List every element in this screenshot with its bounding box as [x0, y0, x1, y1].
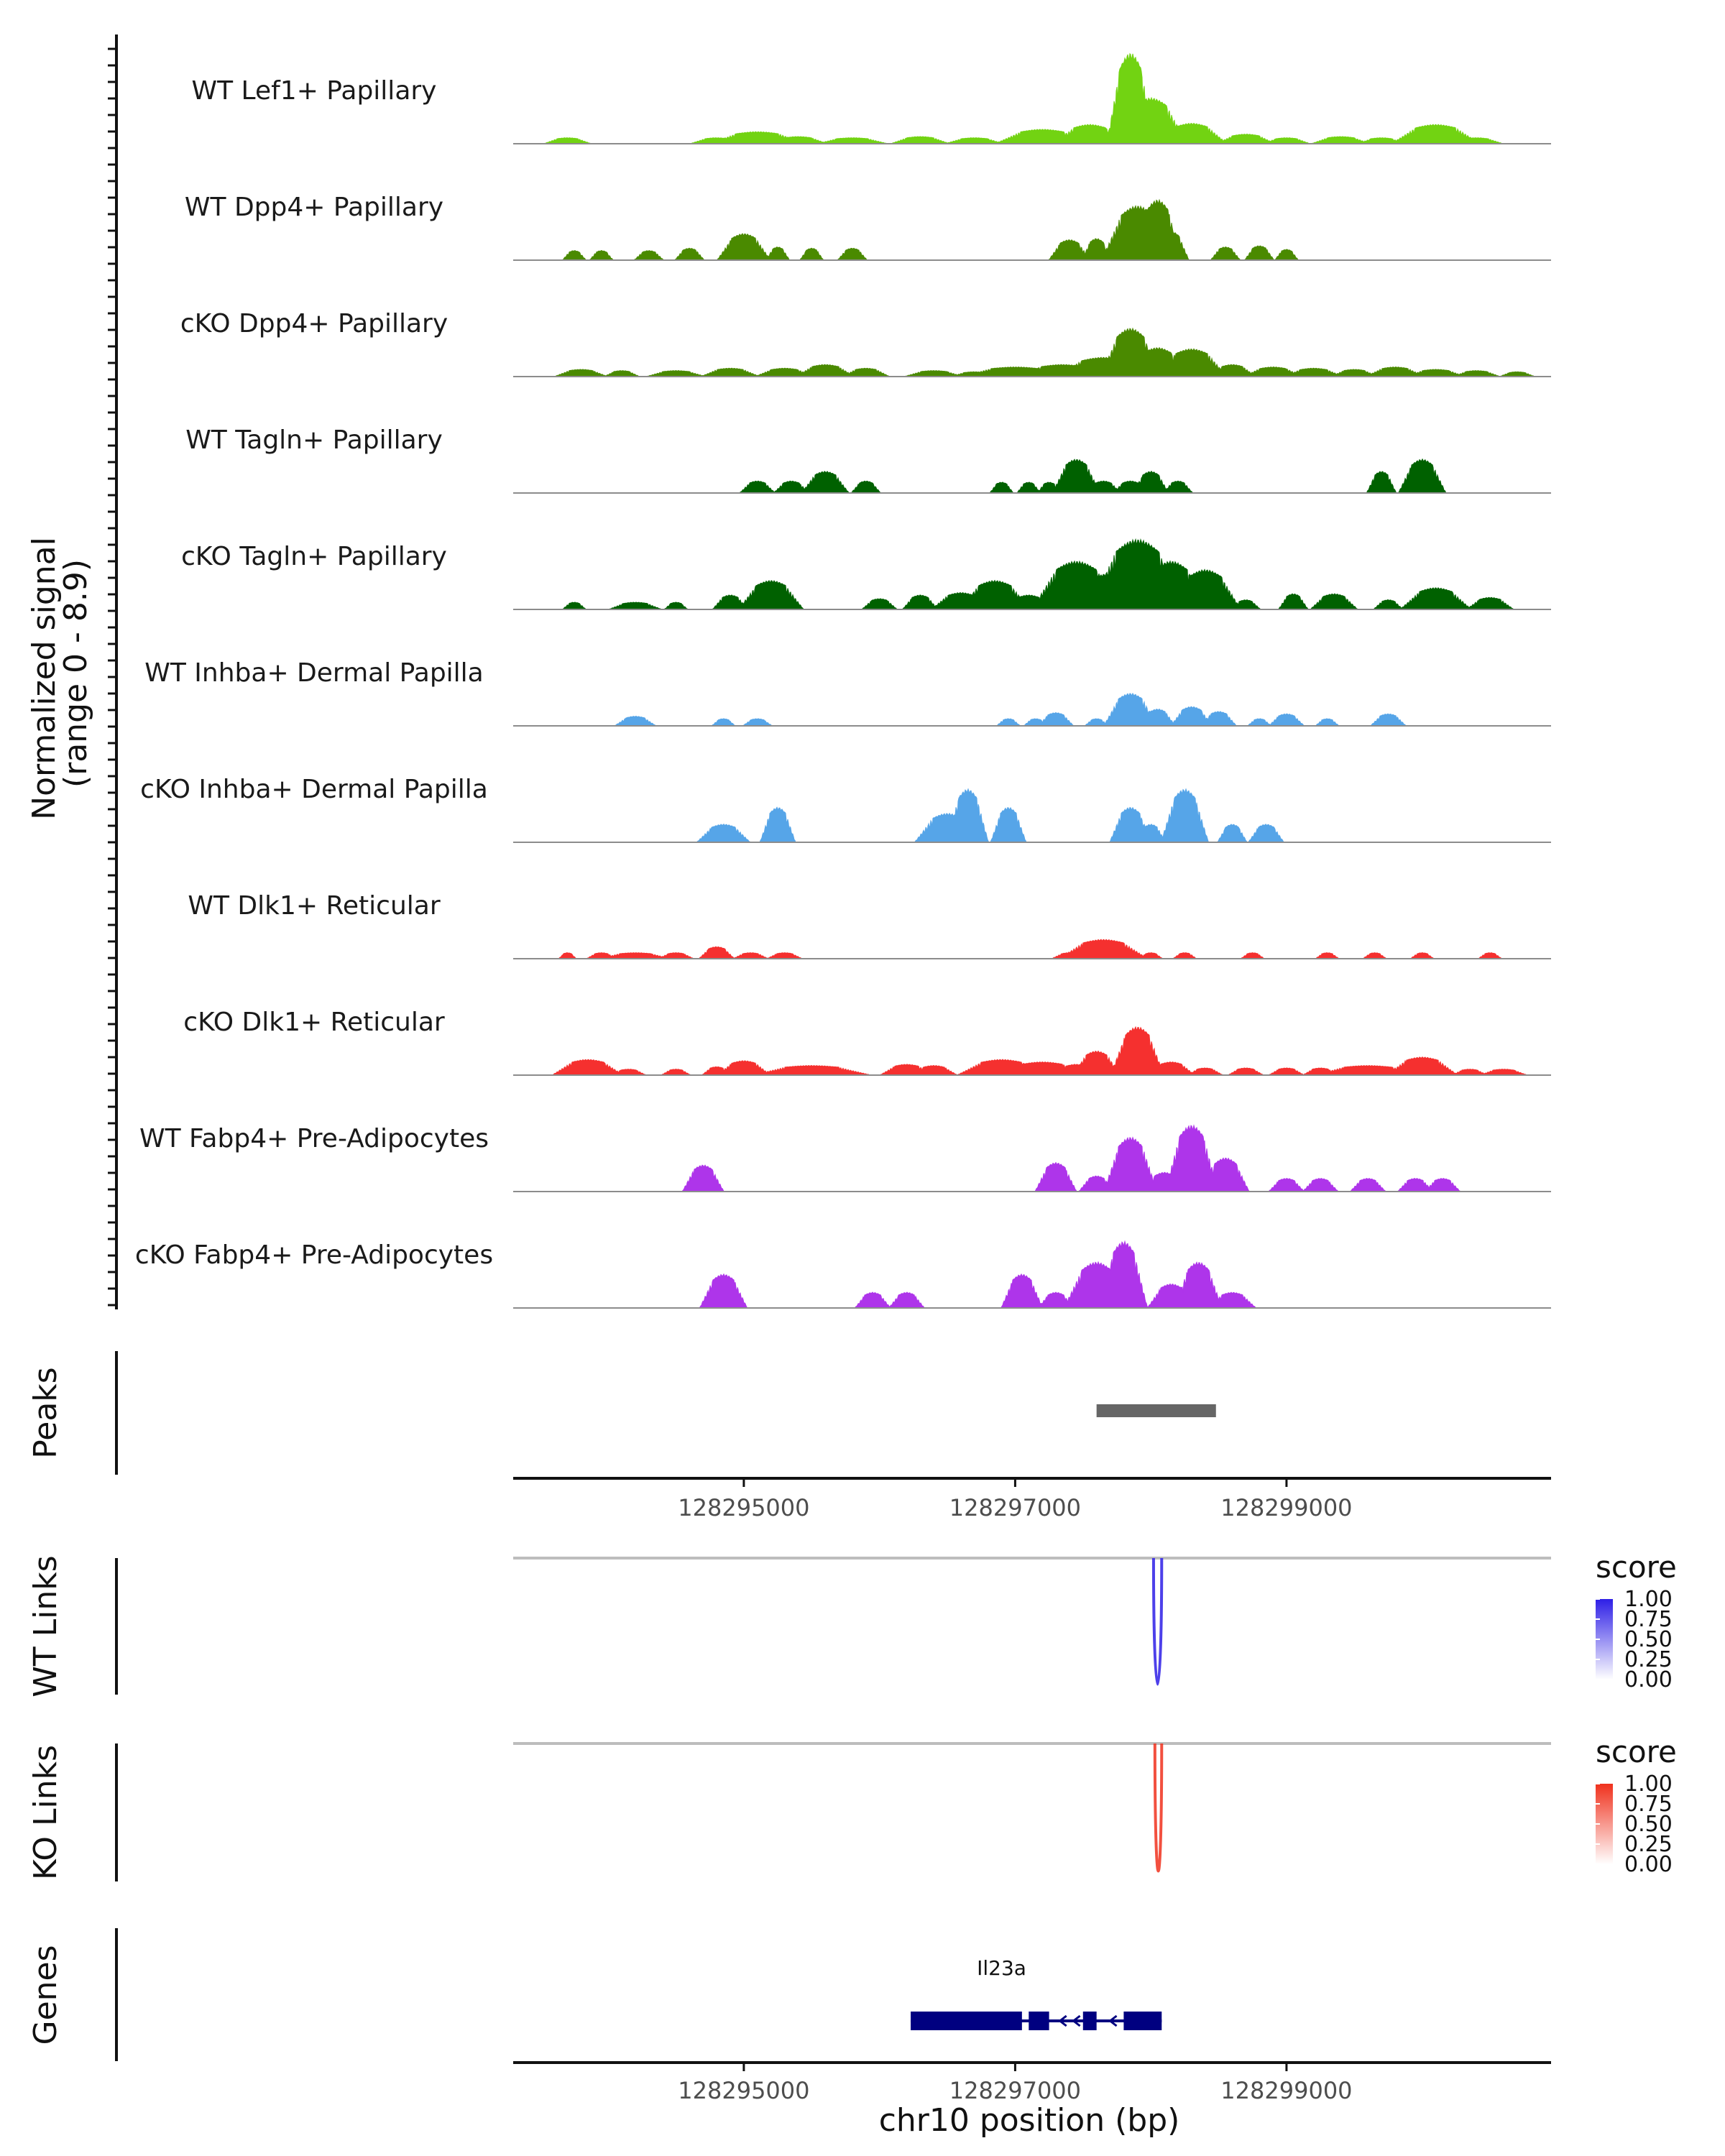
signal-y-axis — [108, 34, 118, 1309]
signal-axis-title-line1: Normalized signal — [26, 537, 63, 820]
track-label: WT Tagln+ Papillary — [185, 425, 443, 455]
x-tick-label: 128299000 — [1220, 2077, 1352, 2104]
track-label: cKO Dpp4+ Papillary — [180, 309, 448, 338]
coverage-area — [513, 1026, 1551, 1076]
legend-title: score — [1596, 1549, 1677, 1585]
signal-axis-title-line2: (range 0 - 8.9) — [58, 559, 94, 788]
gene-exon — [1123, 2012, 1162, 2030]
track-label: WT Dpp4+ Papillary — [185, 193, 443, 222]
gene-name-label: Il23a — [977, 1956, 1026, 1980]
coverage-area — [513, 538, 1551, 610]
coverage-track: WT Inhba+ Dermal Papilla — [144, 658, 1551, 727]
coverage-track: cKO Tagln+ Papillary — [181, 538, 1551, 610]
coverage-track: WT Tagln+ Papillary — [185, 425, 1551, 494]
coverage-area — [513, 52, 1551, 144]
coverage-area — [513, 692, 1551, 727]
coverage-track: cKO Fabp4+ Pre-Adipocytes — [135, 1240, 1551, 1309]
x-tick-label: 128295000 — [678, 2077, 809, 2104]
legend-tick-label: 0.00 — [1624, 1852, 1673, 1877]
legend-tick-label: 0.75 — [1624, 1607, 1673, 1632]
strand-arrow — [1029, 2014, 1039, 2027]
link-arc — [1151, 1557, 1164, 1686]
coverage-track: WT Lef1+ Papillary — [192, 52, 1551, 144]
track-label: cKO Fabp4+ Pre-Adipocytes — [135, 1240, 493, 1270]
coverage-area — [513, 788, 1551, 843]
genes-track-label: Genes — [27, 1945, 64, 2045]
legend-tick-label: 0.50 — [1624, 1627, 1673, 1652]
strand-arrow — [1072, 2014, 1081, 2027]
links-track: KO Links score 1.000.750.500.250.00 — [27, 1734, 1677, 1881]
track-label: WT Inhba+ Dermal Papilla — [144, 658, 483, 688]
strand-arrow — [1108, 2014, 1118, 2027]
link-arc — [1153, 1743, 1164, 1873]
x-tick-label: 128295000 — [678, 1494, 809, 1521]
coverage-track: WT Dpp4+ Papillary — [185, 193, 1551, 261]
coverage-track: cKO Dpp4+ Papillary — [180, 309, 1551, 377]
track-label: WT Lef1+ Papillary — [192, 76, 437, 106]
legend-tick-label: 1.00 — [1624, 1587, 1673, 1612]
track-label: cKO Tagln+ Papillary — [181, 542, 447, 571]
legend-tick-label: 0.00 — [1624, 1667, 1673, 1692]
coverage-area — [513, 939, 1551, 959]
coverage-track: WT Fabp4+ Pre-Adipocytes — [139, 1124, 1551, 1192]
peaks-track: Peaks 128295000 128297000 128299000 — [27, 1351, 1551, 1521]
legend-tick-label: 0.25 — [1624, 1647, 1673, 1672]
genes-track: Genes Il23a 128295000 128297000 128299000 — [27, 1928, 1551, 2104]
coverage-tracks: WT Lef1+ Papillary WT Dpp4+ Papillary cKO … — [135, 52, 1551, 1309]
coverage-area — [513, 458, 1551, 494]
coverage-area — [513, 327, 1551, 377]
gene-exon — [1082, 2012, 1097, 2030]
x-axis-title: chr10 position (bp) — [879, 2102, 1180, 2139]
legend-tick-label: 0.50 — [1624, 1812, 1673, 1837]
legend-tick-label: 1.00 — [1624, 1772, 1673, 1797]
coverage-track: cKO Dlk1+ Reticular — [183, 1008, 1551, 1076]
coverage-area — [513, 1124, 1551, 1192]
legend-title: score — [1596, 1734, 1677, 1769]
strand-arrow — [1058, 2014, 1067, 2027]
x-tick-label: 128297000 — [949, 1494, 1081, 1521]
track-label: WT Dlk1+ Reticular — [188, 891, 440, 921]
gene-exon — [911, 2012, 1022, 2030]
legend-tick-label: 0.75 — [1624, 1792, 1673, 1817]
track-label: WT Fabp4+ Pre-Adipocytes — [139, 1124, 489, 1153]
coverage-area — [513, 198, 1551, 261]
links-track-label: WT Links — [27, 1555, 64, 1697]
peak-region — [1096, 1404, 1216, 1417]
track-label: cKO Dlk1+ Reticular — [183, 1008, 445, 1037]
coverage-track: cKO Inhba+ Dermal Papilla — [140, 775, 1551, 843]
track-label: cKO Inhba+ Dermal Papilla — [140, 775, 488, 804]
coverage-area — [513, 1240, 1551, 1309]
coverage-track: WT Dlk1+ Reticular — [188, 891, 1551, 959]
signal-axis-title: Normalized signal (range 0 - 8.9) — [26, 527, 94, 820]
legend-tick-label: 0.25 — [1624, 1832, 1673, 1857]
x-tick-label: 128299000 — [1220, 1494, 1352, 1521]
peaks-track-label: Peaks — [27, 1367, 64, 1458]
links-track-label: KO Links — [27, 1745, 64, 1880]
x-tick-label: 128297000 — [949, 2077, 1081, 2104]
